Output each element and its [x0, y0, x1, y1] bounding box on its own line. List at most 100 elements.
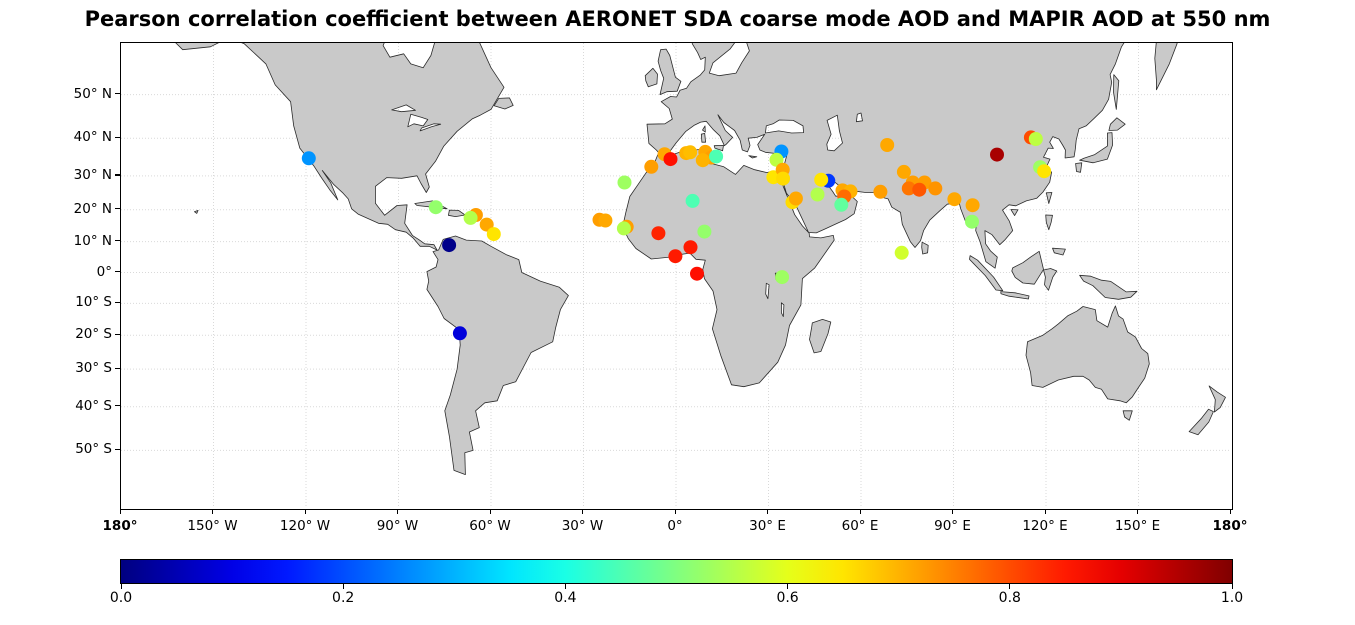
colorbar-tick-mark — [342, 584, 344, 589]
landmass — [1000, 291, 1030, 300]
data-point — [668, 249, 683, 264]
colorbar-tick-mark — [120, 584, 122, 589]
data-point — [896, 164, 911, 179]
landmass — [1010, 209, 1019, 216]
map-plot-area — [120, 42, 1233, 510]
x-tick-label: 120° E — [1022, 518, 1068, 534]
landmass — [1188, 408, 1214, 436]
y-tick-label: 20° S — [75, 326, 112, 343]
x-tick-mark — [674, 509, 676, 514]
colorbar-tick-label: 1.0 — [1220, 590, 1244, 606]
data-point — [463, 210, 478, 225]
data-point — [965, 214, 979, 229]
landmass — [493, 97, 514, 110]
landmass — [1079, 132, 1113, 164]
data-point — [814, 172, 829, 187]
x-tick-label: 120° W — [279, 518, 331, 534]
world-map — [121, 43, 1231, 508]
landmass — [713, 145, 724, 152]
x-tick-label: 30° W — [561, 518, 604, 534]
x-tick-label: 90° E — [934, 518, 971, 534]
data-point — [810, 187, 825, 202]
data-point — [901, 181, 916, 196]
data-point — [880, 138, 895, 152]
landmass — [657, 48, 682, 95]
x-tick-mark — [952, 509, 954, 514]
y-tick-label: 0° — [96, 263, 112, 280]
x-tick-mark — [397, 509, 399, 514]
colorbar-tick-mark — [1231, 584, 1233, 589]
landmass — [1045, 192, 1053, 204]
landmass — [1025, 305, 1150, 404]
y-tick-mark — [115, 333, 120, 335]
data-point — [965, 198, 980, 213]
landmass — [194, 210, 199, 214]
data-point — [685, 193, 700, 208]
landmass — [1011, 250, 1044, 285]
landmass — [1154, 43, 1178, 91]
y-tick-label: 50° N — [73, 85, 112, 102]
colorbar-tick-mark — [564, 584, 567, 589]
y-tick-mark — [115, 93, 120, 95]
landmass — [809, 319, 832, 354]
data-point — [598, 213, 613, 228]
y-tick-mark — [115, 271, 120, 273]
landmass — [700, 133, 706, 143]
data-point — [912, 182, 927, 197]
colorbar-tick-label: 0.8 — [998, 590, 1021, 606]
data-point — [651, 226, 666, 241]
data-point — [683, 240, 698, 255]
data-point — [788, 191, 803, 206]
colorbar-tick-mark — [787, 584, 789, 589]
landmass — [175, 43, 505, 251]
x-tick-label: 150° W — [187, 518, 238, 534]
x-tick-mark — [767, 509, 769, 514]
landmass — [1122, 410, 1133, 421]
x-tick-mark — [119, 509, 121, 514]
y-tick-mark — [115, 136, 120, 138]
x-tick-label: 90° W — [376, 518, 419, 534]
x-tick-mark — [1137, 509, 1139, 514]
x-tick-mark — [212, 509, 214, 514]
colorbar-tick-mark — [1009, 584, 1011, 589]
data-point — [873, 184, 888, 199]
landmass — [1045, 214, 1053, 231]
data-point — [616, 221, 631, 236]
landmass — [426, 235, 569, 475]
colorbar-tick-label: 0.4 — [554, 590, 577, 606]
data-point — [775, 270, 790, 285]
data-point — [990, 147, 1004, 162]
y-tick-mark — [115, 240, 120, 242]
data-point — [894, 245, 909, 260]
x-tick-mark — [582, 509, 584, 514]
y-tick-mark — [115, 448, 120, 451]
x-tick-label: 0° — [667, 518, 683, 534]
colorbar-tick-label: 0.0 — [109, 590, 133, 606]
y-tick-label: 40° S — [75, 397, 112, 414]
data-point — [1037, 164, 1052, 179]
y-tick-label: 10° N — [73, 232, 112, 249]
data-point — [1028, 132, 1043, 146]
landmass — [1043, 268, 1058, 291]
data-point — [644, 159, 659, 174]
colorbar-tick-label: 0.6 — [776, 590, 799, 606]
data-point — [709, 149, 724, 164]
landmass — [644, 67, 658, 88]
landmass — [1108, 117, 1126, 131]
landmass — [1113, 74, 1120, 110]
landmass — [448, 209, 466, 217]
landmass — [1075, 162, 1083, 173]
data-point — [834, 197, 849, 212]
x-tick-label: 150° E — [1114, 518, 1161, 534]
y-tick-label: 30° N — [73, 166, 112, 183]
data-point — [428, 200, 443, 215]
y-tick-label: 30° S — [75, 360, 112, 377]
landmass — [748, 155, 758, 159]
y-tick-mark — [115, 301, 120, 304]
landmass — [1208, 385, 1226, 413]
data-point — [695, 153, 710, 168]
y-tick-mark — [115, 367, 120, 369]
data-point — [486, 227, 501, 242]
landmass — [1079, 274, 1138, 300]
x-tick-mark — [1044, 509, 1046, 514]
